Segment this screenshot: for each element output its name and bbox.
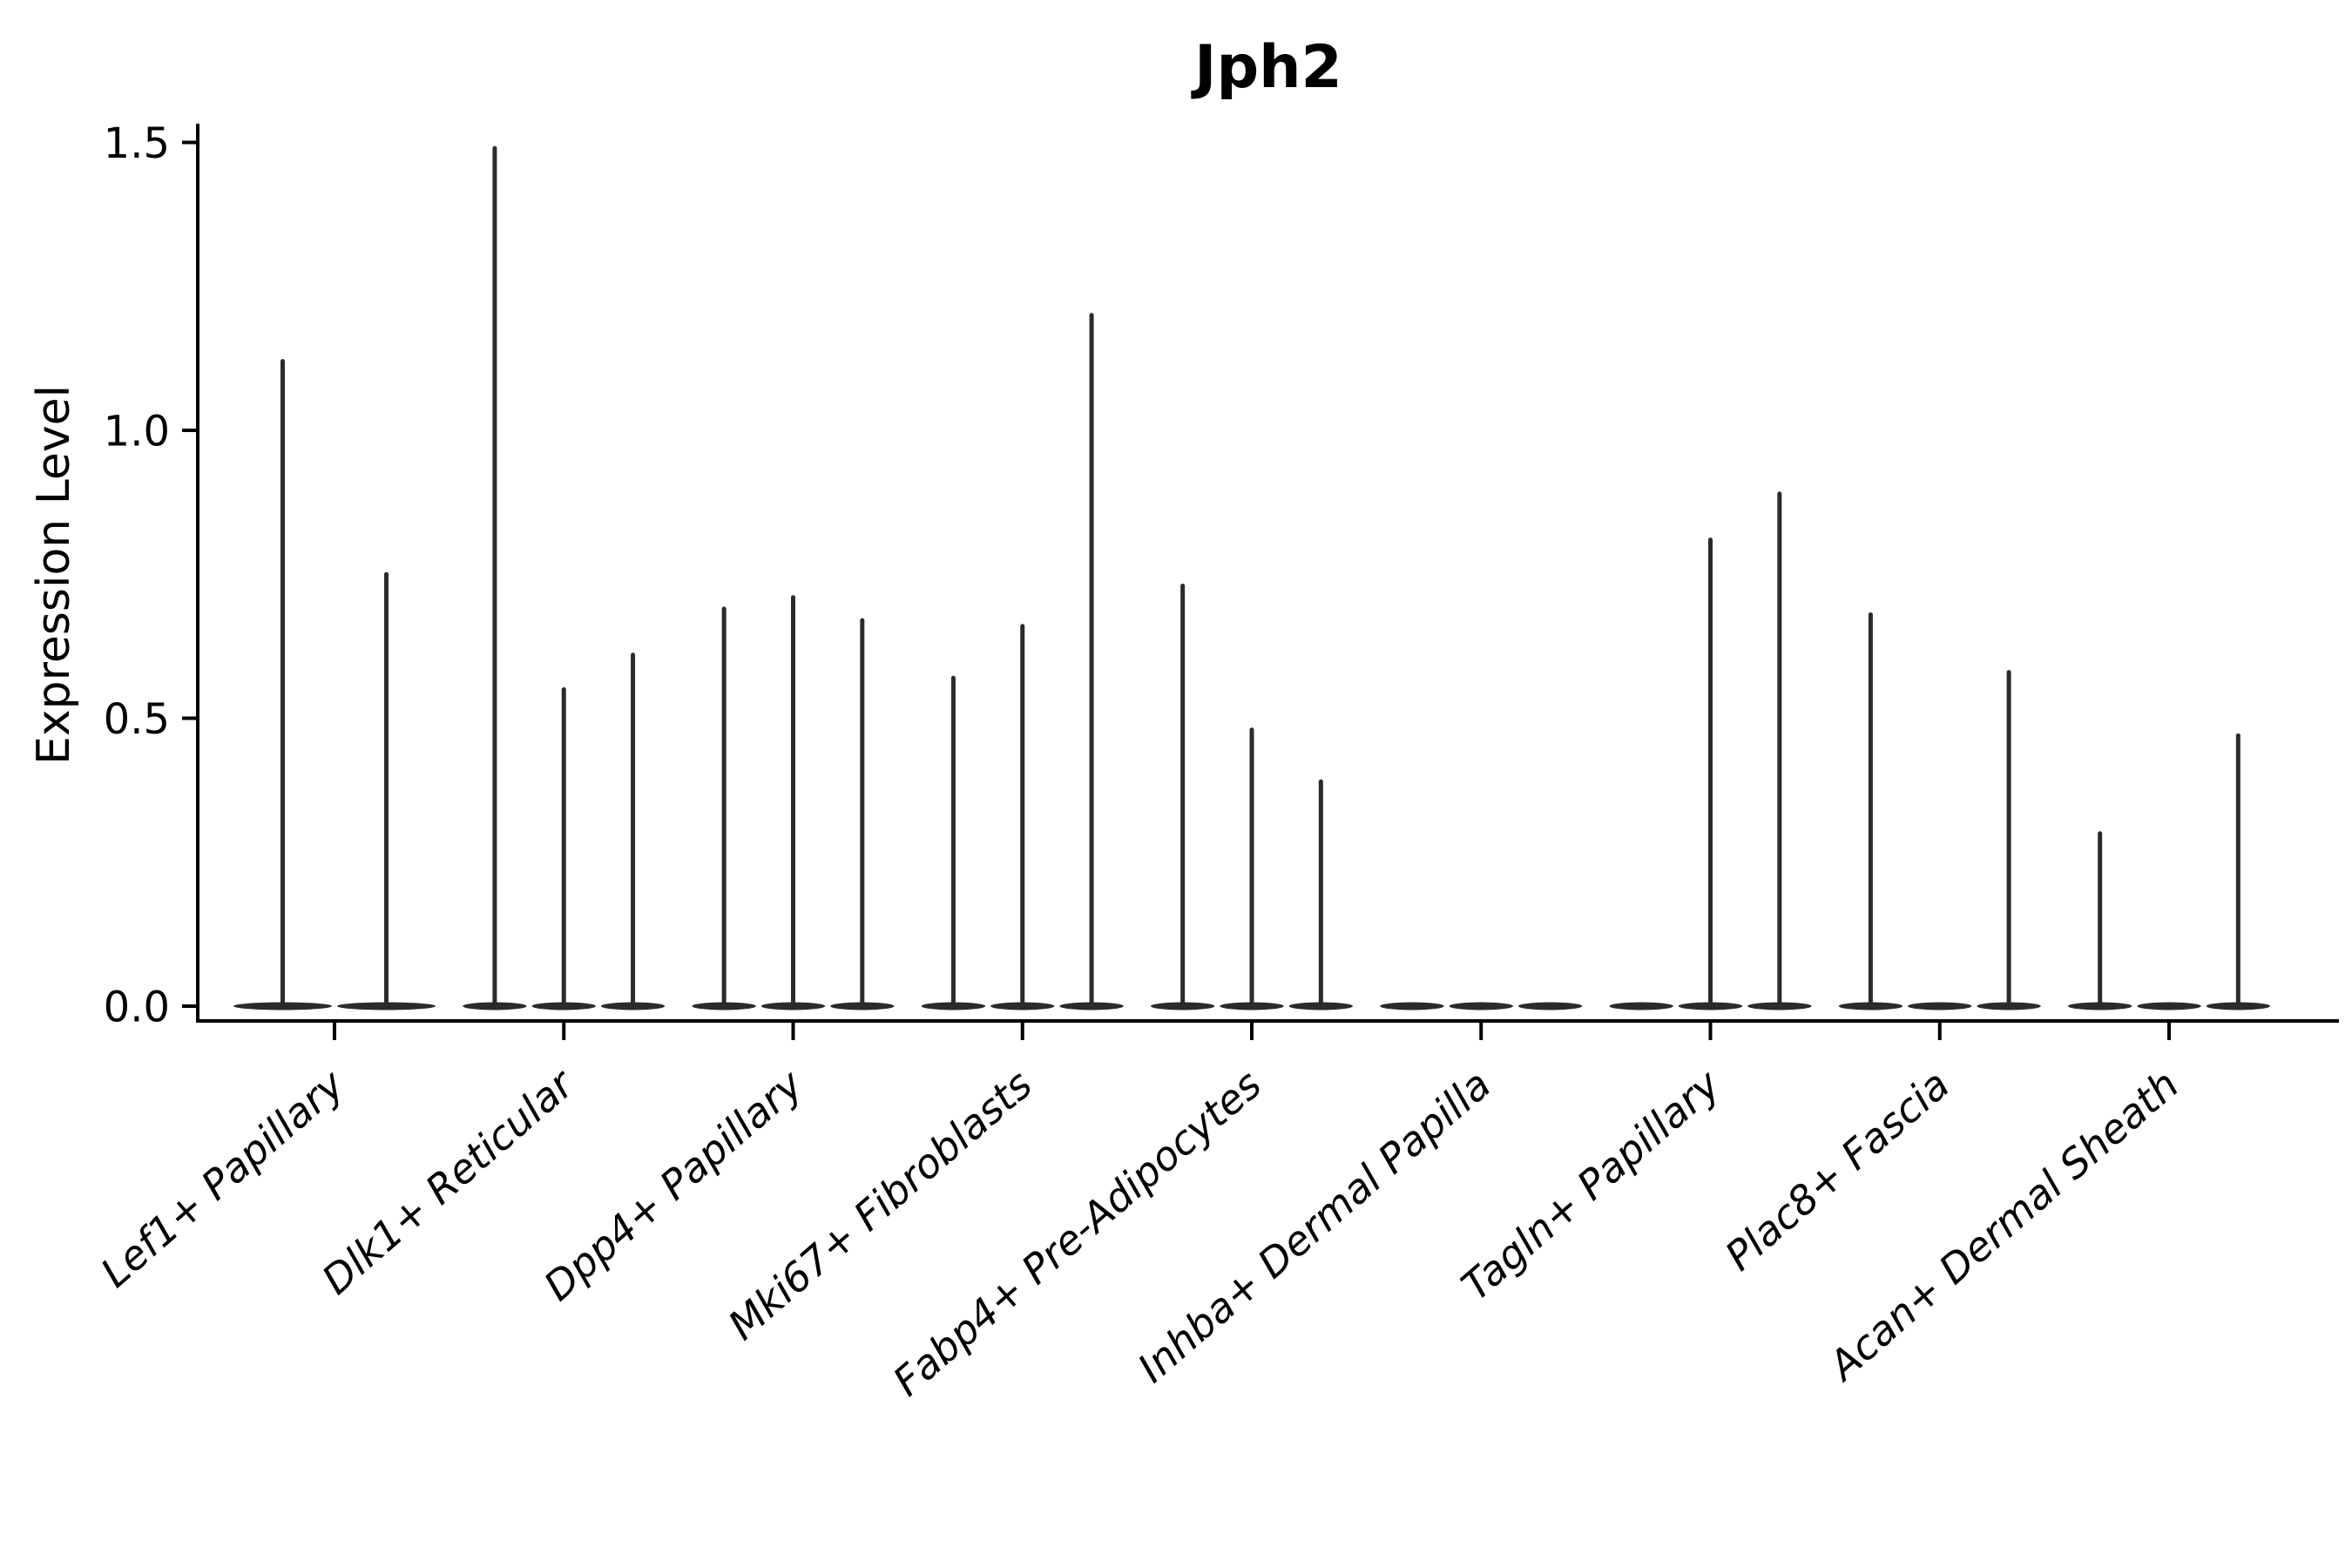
violin-base	[1380, 1002, 1444, 1010]
x-category-label: Plac8+ Fascia	[1716, 1061, 1958, 1281]
violin-base	[1908, 1002, 1972, 1010]
y-tick-label: 0.5	[104, 695, 170, 744]
y-tick-label: 1.5	[104, 119, 170, 168]
violin-base	[1517, 1002, 1583, 1010]
plot-title: Jph2	[1194, 33, 1342, 102]
violin-base	[1609, 1002, 1673, 1010]
x-category-label: Lef1+ Papillary	[91, 1060, 353, 1296]
x-category-label: Fabp4+ Pre-Adipocytes	[884, 1061, 1270, 1405]
violin-base	[2137, 1002, 2201, 1010]
y-tick-label: 1.0	[104, 407, 170, 456]
violin-base	[1449, 1002, 1513, 1010]
y-tick-label: 0.0	[104, 983, 170, 1031]
